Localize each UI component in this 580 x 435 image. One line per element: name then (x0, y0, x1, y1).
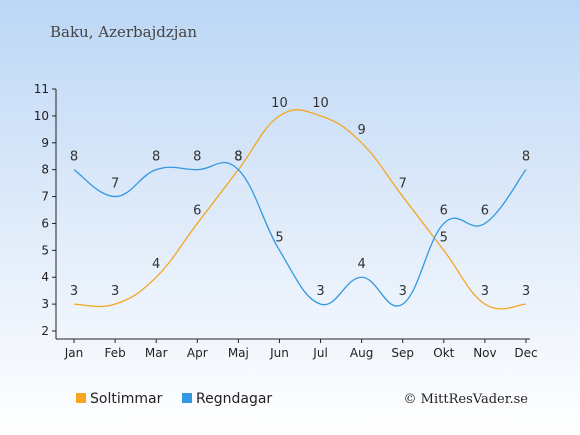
y-tick-label: 8 (41, 163, 49, 177)
x-tick-label: Jun (269, 346, 289, 360)
credit-text: © MittResVader.se (404, 392, 529, 407)
data-label-soltimmar: 3 (522, 284, 530, 299)
data-label-soltimmar: 10 (271, 96, 288, 111)
axes: 2 3 4 5 6 7 8 9 10 11 Jan Feb Mar Apr Maj Jun Jul Aug Sep O… (34, 82, 538, 360)
series-line-soltimmar (73, 109, 527, 310)
x-tick-label: Apr (187, 346, 208, 360)
data-label-soltimmar: 10 (312, 96, 329, 111)
legend: Soltimmar Regndagar (76, 391, 272, 407)
data-label-regndagar: 3 (399, 284, 407, 299)
data-label-soltimmar: 3 (481, 284, 489, 299)
data-label-regndagar: 7 (111, 177, 119, 192)
y-tick-label: 9 (41, 136, 49, 150)
y-tick-label: 4 (41, 270, 49, 284)
data-label-soltimmar: 3 (70, 284, 78, 299)
data-label-soltimmar: 5 (440, 230, 448, 245)
y-tick-label: 2 (41, 324, 49, 338)
data-label-soltimmar: 3 (111, 284, 119, 299)
y-tick-label: 3 (41, 297, 49, 311)
data-label-regndagar: 8 (152, 150, 160, 165)
data-label-soltimmar: 6 (193, 203, 201, 218)
series-lines (73, 109, 527, 310)
data-label-soltimmar: 4 (152, 257, 160, 272)
data-label-soltimmar: 9 (357, 123, 365, 138)
x-tick-label: Feb (104, 346, 125, 360)
data-label-regndagar: 6 (440, 203, 448, 218)
x-tick-label: Nov (473, 346, 496, 360)
chart-title: Baku, Azerbajdzjan (50, 23, 197, 41)
data-label-regndagar: 5 (275, 230, 283, 245)
x-tick-label: Maj (228, 346, 249, 360)
series-line-regndagar (73, 161, 527, 307)
x-tick-label: Mar (145, 346, 168, 360)
y-tick-label: 10 (34, 109, 49, 123)
data-label-regndagar: 8 (70, 150, 78, 165)
x-tick-label: Dec (514, 346, 537, 360)
data-label-soltimmar: 7 (399, 177, 407, 192)
data-label-regndagar: 8 (522, 150, 530, 165)
legend-label-soltimmar: Soltimmar (90, 391, 163, 407)
data-label-regndagar: 8 (234, 150, 242, 165)
x-tick-label: Sep (391, 346, 414, 360)
data-label-soltimmar: 8 (234, 150, 242, 165)
y-tick-label: 11 (34, 82, 49, 96)
data-label-regndagar: 6 (481, 203, 489, 218)
y-tick-label: 5 (41, 243, 49, 257)
data-label-regndagar: 8 (193, 150, 201, 165)
legend-swatch-soltimmar (76, 393, 86, 403)
x-tick-label: Okt (433, 346, 454, 360)
data-label-regndagar: 4 (357, 257, 365, 272)
x-tick-label: Jul (312, 346, 327, 360)
legend-swatch-regndagar (182, 393, 192, 403)
data-label-regndagar: 3 (316, 284, 324, 299)
x-tick-label: Jan (64, 346, 84, 360)
x-tick-label: Aug (350, 346, 373, 360)
y-tick-label: 6 (41, 216, 49, 230)
y-tick-label: 7 (41, 190, 49, 204)
legend-label-regndagar: Regndagar (196, 391, 272, 407)
